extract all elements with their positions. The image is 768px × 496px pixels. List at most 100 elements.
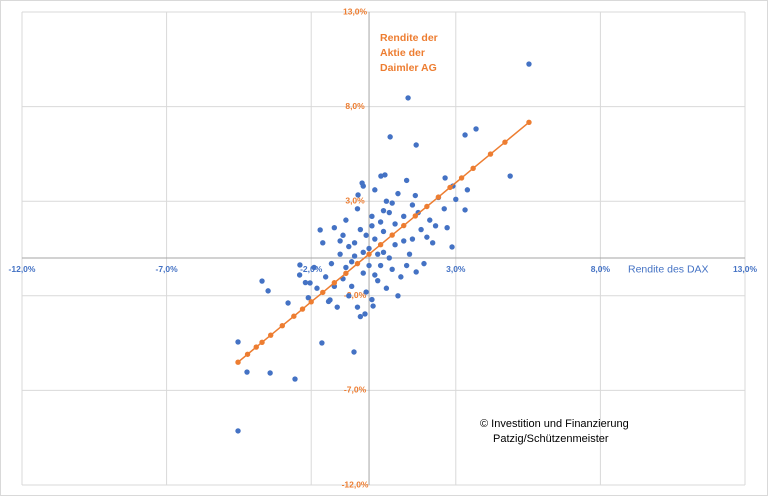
y-axis-title: Daimler AG: [380, 62, 437, 74]
data-point: [340, 232, 346, 238]
data-point: [421, 260, 427, 267]
y-tick-label: 13,0%: [343, 6, 368, 16]
fitted-point: [435, 194, 442, 200]
data-point: [325, 298, 332, 305]
data-point: [409, 202, 416, 208]
data-point: [244, 369, 250, 375]
data-point: [401, 238, 407, 244]
y-tick-label: 3,0%: [345, 195, 365, 205]
fitted-point: [320, 289, 326, 296]
data-point: [346, 293, 352, 299]
data-point: [473, 126, 479, 132]
data-point: [444, 224, 450, 231]
data-point: [297, 262, 303, 268]
data-point: [369, 223, 375, 229]
data-point: [235, 428, 241, 434]
fitted-point: [526, 119, 532, 126]
fitted-point: [389, 232, 395, 238]
fitted-point: [259, 339, 265, 346]
data-point: [370, 303, 376, 309]
data-point: [360, 249, 366, 255]
data-point: [351, 349, 357, 355]
data-point: [392, 221, 398, 227]
data-point: [424, 234, 430, 240]
fitted-point: [502, 139, 508, 145]
x-axis-title: Rendite des DAX: [628, 264, 709, 276]
y-tick-label: -2,0%: [344, 290, 367, 300]
data-point: [296, 272, 303, 278]
data-point: [285, 300, 291, 306]
data-point: [405, 95, 411, 101]
data-point: [406, 251, 413, 257]
data-point: [322, 274, 329, 280]
fitted-point: [470, 165, 476, 171]
data-point: [334, 304, 340, 310]
data-point: [311, 264, 317, 271]
data-point: [377, 262, 384, 269]
data-point: [355, 192, 361, 198]
data-point: [343, 264, 349, 271]
data-point: [337, 251, 343, 257]
data-point: [464, 187, 471, 193]
data-point: [343, 217, 349, 223]
data-point: [331, 224, 338, 231]
data-point: [369, 296, 375, 303]
data-point: [360, 183, 366, 189]
y-tick-label: -12,0%: [342, 479, 369, 489]
data-point: [526, 61, 532, 67]
data-point: [363, 289, 369, 295]
fitted-point: [291, 313, 297, 319]
data-point: [442, 175, 448, 181]
y-tick-label: -7,0%: [344, 385, 367, 395]
fitted-point: [268, 332, 274, 338]
fitted-point: [447, 184, 453, 191]
fitted-point: [279, 322, 285, 329]
data-point: [449, 244, 455, 250]
y-axis-title: Aktie der: [380, 47, 425, 59]
data-point: [392, 242, 398, 248]
data-point: [395, 190, 401, 197]
data-point: [387, 134, 393, 140]
data-point: [380, 228, 387, 235]
x-tick-label: -7,0%: [155, 264, 178, 274]
fitted-point: [424, 203, 430, 210]
data-point: [427, 217, 433, 223]
data-point: [413, 142, 419, 148]
data-point: [507, 173, 513, 179]
data-point: [357, 313, 364, 320]
data-point: [462, 132, 468, 138]
data-point: [380, 249, 387, 255]
data-point: [235, 339, 241, 345]
data-point: [320, 240, 326, 246]
data-point: [362, 311, 368, 317]
data-point: [382, 172, 388, 178]
data-point: [357, 226, 364, 233]
copyright-note: © Investition und Finanzierung: [480, 418, 629, 430]
data-point: [354, 206, 361, 212]
data-point: [386, 255, 392, 261]
data-point: [351, 253, 358, 259]
data-point: [372, 187, 378, 193]
fitted-point: [244, 351, 251, 357]
fitted-point: [366, 251, 372, 257]
data-point: [462, 207, 468, 213]
data-point: [328, 260, 335, 267]
data-point: [412, 192, 419, 199]
fitted-point: [235, 359, 241, 365]
fitted-point: [401, 222, 407, 229]
data-point: [398, 274, 404, 280]
data-point: [351, 240, 358, 246]
data-point: [375, 277, 381, 284]
data-point: [292, 376, 298, 382]
data-point: [375, 251, 381, 257]
data-point: [337, 238, 343, 244]
fitted-point: [308, 299, 314, 305]
data-point: [372, 236, 378, 242]
fitted-point: [487, 151, 494, 157]
data-point: [314, 285, 320, 291]
data-point: [453, 196, 459, 203]
data-point: [354, 304, 361, 310]
data-point: [378, 173, 384, 179]
fitted-point: [253, 344, 259, 350]
